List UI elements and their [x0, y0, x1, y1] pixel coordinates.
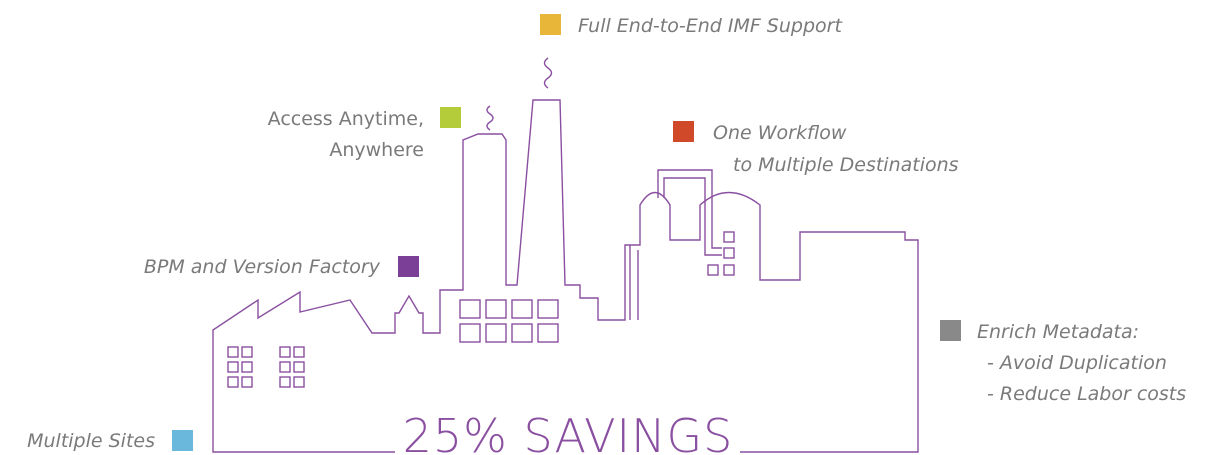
- savings-headline: 25% SAVINGS: [403, 409, 734, 455]
- label: - Avoid Duplication: [987, 352, 1167, 374]
- label: Access Anytime,: [268, 108, 424, 130]
- square-purple: [398, 256, 419, 277]
- label: - Reduce Labor costs: [987, 383, 1186, 405]
- square-yellow: [540, 14, 561, 35]
- label: BPM and Version Factory: [144, 256, 381, 278]
- pipe: [630, 245, 638, 320]
- infographic: Full End-to-End IMF Support Access Anyti…: [0, 0, 1226, 455]
- square-gray: [940, 320, 961, 341]
- square-blue: [172, 430, 193, 451]
- label: Full End-to-End IMF Support: [578, 15, 843, 37]
- pipe: [658, 170, 722, 255]
- smoke: [545, 58, 552, 88]
- label: to Multiple Destinations: [733, 154, 959, 176]
- label: Enrich Metadata:: [977, 321, 1139, 343]
- label: Multiple Sites: [27, 430, 155, 452]
- square-red: [673, 121, 694, 142]
- square-green: [440, 107, 461, 128]
- smoke: [487, 106, 493, 130]
- label: Anywhere: [329, 139, 424, 161]
- label: One Workflow: [713, 122, 847, 144]
